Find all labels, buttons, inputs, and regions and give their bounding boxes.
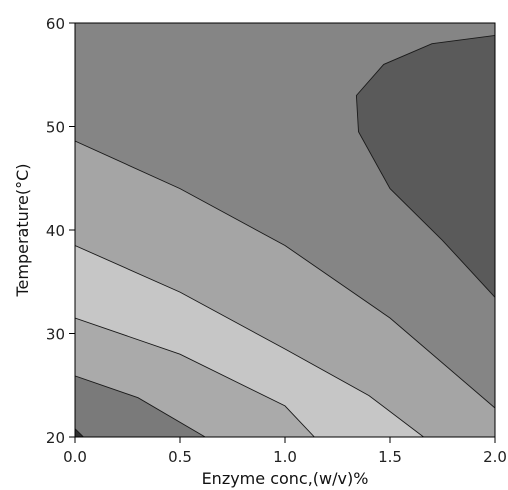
contour-band-peak	[356, 35, 495, 298]
x-tick-label: 1.5	[378, 448, 402, 466]
contour-line-c6	[355, 34, 495, 298]
y-tick-label: 30	[46, 326, 65, 344]
x-tick-label: 2.0	[483, 448, 507, 466]
x-tick-label: 1.0	[273, 448, 297, 466]
contour-lines	[75, 34, 495, 437]
x-tick-label: 0.5	[168, 448, 192, 466]
y-tick-label: 50	[46, 119, 65, 137]
contour-line-c2	[75, 375, 206, 437]
contour-band-1	[75, 375, 206, 437]
y-tick-label: 20	[46, 429, 65, 447]
y-tick-label: 40	[46, 222, 65, 240]
contour-line-c4	[75, 245, 424, 437]
contour-band-4	[75, 141, 495, 437]
contour-line-c3	[75, 317, 315, 437]
y-tick-label: 60	[46, 15, 65, 33]
contour-line-c5	[75, 140, 495, 409]
contour-bands	[75, 23, 495, 437]
x-axis-title: Enzyme conc,(w/v)%	[202, 469, 369, 488]
x-tick-label: 0.0	[63, 448, 87, 466]
x-axis: 0.0 0.5 1.0 1.5 2.0	[63, 437, 507, 466]
contour-band-3	[75, 245, 424, 437]
y-axis-title: Temperature(°C)	[13, 163, 32, 297]
contour-band-2	[75, 318, 315, 437]
contour-line-c1	[75, 428, 84, 437]
y-axis: 20 30 40 50 60	[46, 15, 75, 447]
